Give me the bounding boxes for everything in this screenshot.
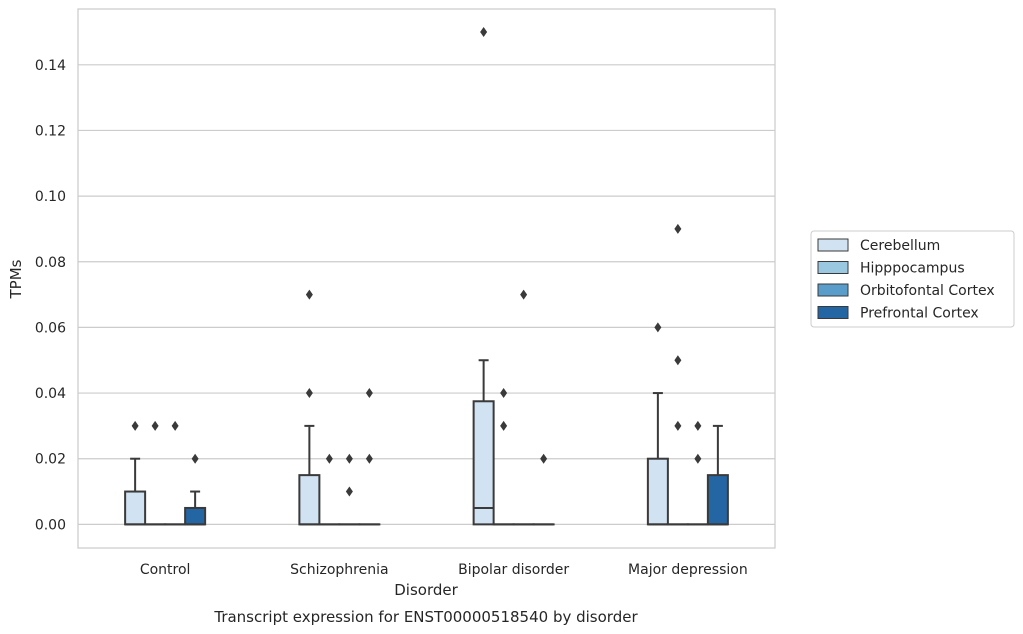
outlier-point <box>500 388 508 399</box>
outlier-point <box>694 420 702 431</box>
y-tick-label: 0.08 <box>35 255 66 271</box>
outlier-point <box>674 355 682 366</box>
outlier-point <box>540 453 548 464</box>
outlier-point <box>365 453 373 464</box>
outlier-point <box>305 388 313 399</box>
box-prefrontal-cortex-3 <box>706 424 729 526</box>
x-axis-label: Disorder <box>394 581 458 599</box>
box-prefrontal-cortex-0 <box>184 490 207 526</box>
outlier-point <box>654 322 662 333</box>
x-tick-labels: Control Schizophrenia Bipolar disorder Majo… <box>140 562 748 578</box>
outlier-point <box>345 486 353 497</box>
outlier-point <box>365 388 373 399</box>
outlier-point <box>305 289 313 300</box>
legend-swatch <box>817 283 849 297</box>
outlier-point <box>674 223 682 234</box>
y-tick-label: 0.00 <box>35 517 66 533</box>
outlier-point <box>500 420 508 431</box>
outliers <box>131 26 702 497</box>
outlier-point <box>151 420 159 431</box>
y-tick-label: 0.02 <box>35 452 66 468</box>
y-tick-label: 0.12 <box>35 123 66 139</box>
box-body <box>646 457 669 526</box>
box-cerebellum-0 <box>124 457 147 526</box>
outlier-point <box>520 289 528 300</box>
y-tick-label: 0.04 <box>35 386 66 402</box>
box-body <box>472 400 495 526</box>
box-body <box>184 506 207 526</box>
box-cerebellum-3 <box>646 392 669 526</box>
box-cerebellum-2 <box>472 359 495 526</box>
legend-frame <box>810 230 1015 328</box>
y-tick-label: 0.14 <box>35 58 66 74</box>
box-cerebellum-1 <box>298 424 321 526</box>
outlier-point <box>325 453 333 464</box>
x-tick-label: Major depression <box>628 562 748 578</box>
y-tick-label: 0.06 <box>35 320 66 336</box>
legend-label: Prefrontal Cortex <box>860 306 979 322</box>
box-body <box>124 490 147 526</box>
outlier-point <box>674 420 682 431</box>
outlier-point <box>480 26 488 37</box>
y-axis-label: TPMs <box>7 259 25 299</box>
outlier-point <box>345 453 353 464</box>
x-tick-label: Control <box>140 562 191 578</box>
boxes <box>124 359 729 526</box>
grid-lines <box>78 64 775 525</box>
outlier-point <box>171 420 179 431</box>
legend-swatch <box>817 238 849 252</box>
outlier-point <box>191 453 199 464</box>
legend-label: Hipppocampus <box>860 261 965 277</box>
x-tick-label: Schizophrenia <box>290 562 388 578</box>
legend-swatch <box>817 306 849 319</box>
y-tick-label: 0.10 <box>35 189 66 205</box>
x-tick-label: Bipolar disorder <box>458 562 569 578</box>
box-body <box>706 474 729 526</box>
outlier-point <box>131 420 139 431</box>
legend-label: Orbitofontal Cortex <box>860 283 995 299</box>
plot-area-frame <box>77 8 776 549</box>
y-tick-labels: 0.00 0.02 0.04 0.06 0.08 0.10 0.12 0.14 <box>35 58 66 534</box>
outlier-point <box>694 453 702 464</box>
chart-caption: Transcript expression for ENST0000051854… <box>213 608 638 626</box>
legend-label: Cerebellum <box>860 238 940 254</box>
legend-swatch <box>817 261 849 274</box>
legend: Cerebellum Hipppocampus Orbitofontal Corte… <box>810 230 1015 328</box>
box-body <box>298 474 321 526</box>
